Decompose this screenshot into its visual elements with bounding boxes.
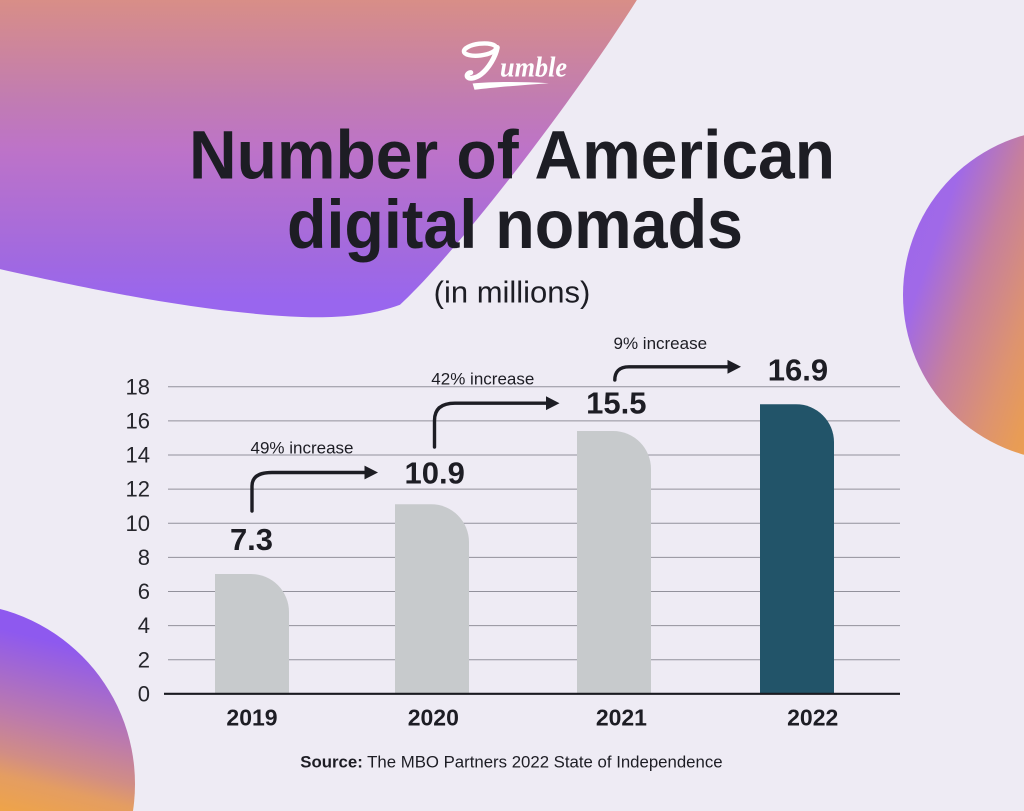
- svg-text:Source: The MBO Partners 2022: Source: The MBO Partners 2022 State of I…: [300, 753, 722, 772]
- svg-text:8: 8: [138, 545, 150, 570]
- svg-text:0: 0: [138, 681, 150, 706]
- svg-text:2: 2: [138, 647, 150, 672]
- svg-text:2021: 2021: [596, 704, 647, 730]
- svg-text:18: 18: [126, 374, 150, 399]
- svg-text:15.5: 15.5: [586, 386, 646, 421]
- svg-text:(in millions): (in millions): [434, 275, 591, 310]
- svg-text:14: 14: [126, 443, 150, 468]
- svg-text:2022: 2022: [787, 704, 838, 730]
- svg-text:10: 10: [126, 511, 150, 536]
- svg-text:6: 6: [138, 579, 150, 604]
- svg-text:10.9: 10.9: [405, 456, 465, 491]
- svg-text:digital nomads: digital nomads: [287, 186, 743, 263]
- svg-text:4: 4: [138, 613, 150, 638]
- svg-text:12: 12: [126, 477, 150, 502]
- svg-text:49% increase: 49% increase: [251, 439, 354, 458]
- svg-text:42% increase: 42% increase: [431, 370, 534, 389]
- svg-text:2020: 2020: [408, 704, 459, 730]
- svg-text:7.3: 7.3: [230, 522, 273, 557]
- svg-text:16.9: 16.9: [768, 352, 828, 387]
- svg-text:Number of American: Number of American: [189, 117, 835, 194]
- svg-text:16: 16: [126, 409, 150, 434]
- svg-text:9% increase: 9% increase: [614, 334, 708, 353]
- svg-text:2019: 2019: [226, 704, 277, 730]
- svg-text:umble: umble: [500, 52, 567, 83]
